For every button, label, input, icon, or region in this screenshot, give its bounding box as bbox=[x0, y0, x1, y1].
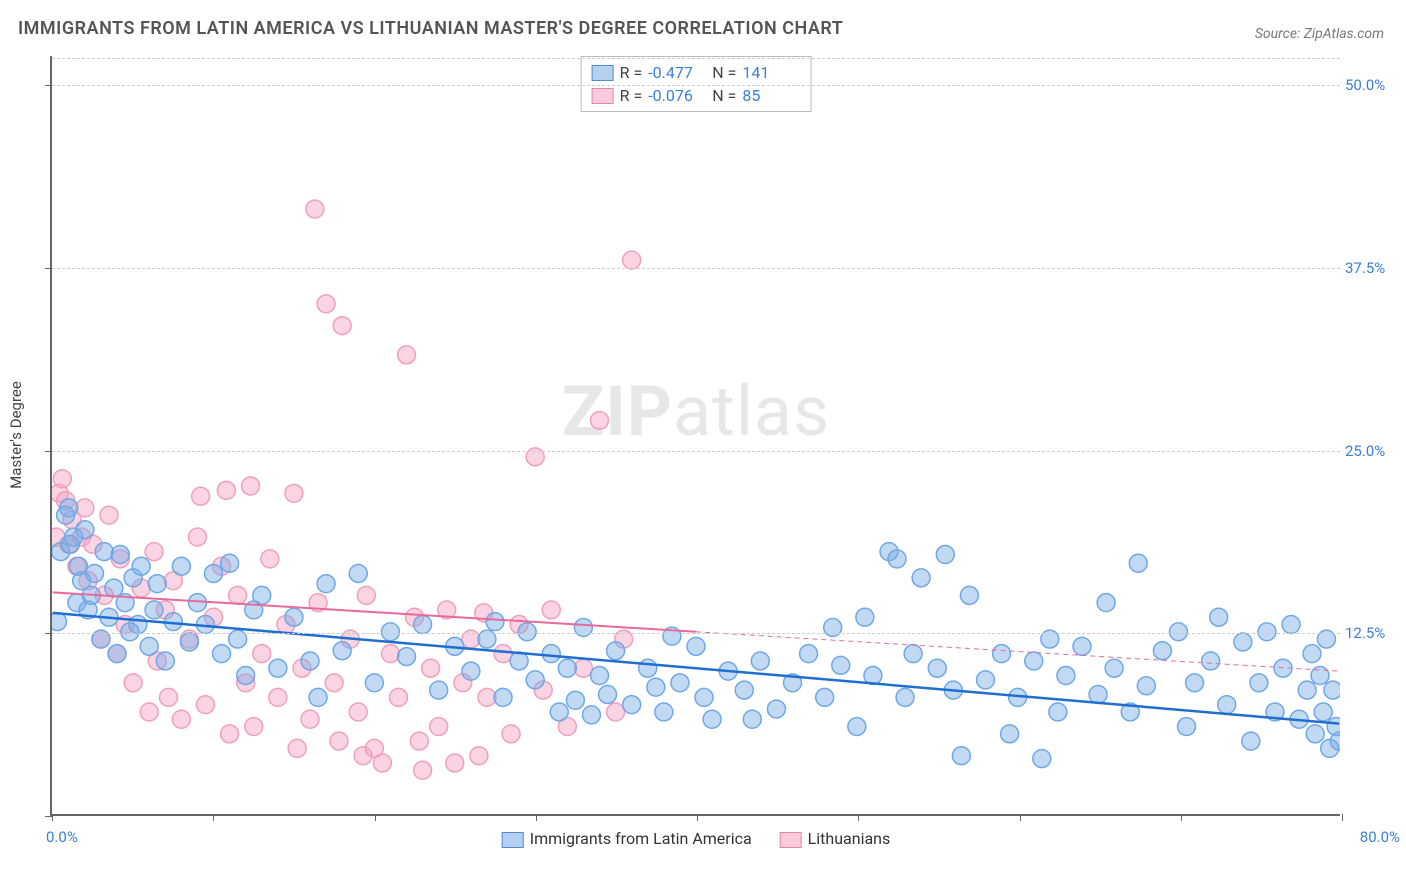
y-tick bbox=[45, 85, 52, 86]
watermark-light: atlas bbox=[673, 371, 830, 453]
legend-n-label: N = bbox=[712, 63, 736, 82]
legend-n-value-lithuanian: 85 bbox=[742, 86, 800, 105]
legend-item-latin: Immigrants from Latin America bbox=[502, 829, 752, 848]
legend-stats-row: R = -0.076 N = 85 bbox=[592, 84, 801, 107]
x-axis-max-label: 80.0% bbox=[1360, 828, 1400, 846]
grid-line bbox=[52, 58, 1340, 59]
legend-swatch-lithuanian bbox=[592, 88, 614, 104]
scatter-svg bbox=[52, 56, 1340, 814]
grid-line bbox=[52, 268, 1340, 269]
x-tick bbox=[375, 814, 376, 821]
y-tick-label: 25.0% bbox=[1345, 442, 1400, 460]
legend-r-value-lithuanian: -0.076 bbox=[648, 86, 706, 105]
legend-swatch-lithuanian bbox=[780, 832, 802, 848]
chart-title: IMMIGRANTS FROM LATIN AMERICA VS LITHUAN… bbox=[18, 18, 843, 39]
legend-swatch-latin bbox=[592, 65, 614, 81]
x-tick bbox=[1342, 814, 1343, 821]
y-tick-label: 12.5% bbox=[1345, 624, 1400, 642]
legend-r-label: R = bbox=[620, 86, 643, 105]
x-tick bbox=[536, 814, 537, 821]
grid-line bbox=[52, 633, 1340, 634]
x-tick bbox=[52, 814, 53, 821]
x-tick bbox=[697, 814, 698, 821]
y-tick bbox=[45, 816, 52, 817]
y-tick-label: 50.0% bbox=[1345, 76, 1400, 94]
legend-r-label: R = bbox=[620, 63, 643, 82]
x-tick bbox=[1020, 814, 1021, 821]
watermark-bold: ZIP bbox=[562, 371, 673, 453]
x-axis-min-label: 0.0% bbox=[46, 828, 78, 846]
legend-stats-row: R = -0.477 N = 141 bbox=[592, 61, 801, 84]
plot-area: Master's Degree ZIPatlas R = -0.477 N = … bbox=[50, 56, 1340, 816]
y-tick-label: 37.5% bbox=[1345, 259, 1400, 277]
legend-r-value-latin: -0.477 bbox=[648, 63, 706, 82]
watermark: ZIPatlas bbox=[562, 371, 830, 453]
y-tick bbox=[45, 268, 52, 269]
y-tick bbox=[45, 633, 52, 634]
legend-n-value-latin: 141 bbox=[742, 63, 800, 82]
x-tick bbox=[213, 814, 214, 821]
y-axis-title: Master's Degree bbox=[7, 381, 25, 489]
x-tick bbox=[858, 814, 859, 821]
legend-series: Immigrants from Latin America Lithuanian… bbox=[502, 829, 891, 848]
legend-stats: R = -0.477 N = 141 R = -0.076 N = 85 bbox=[581, 56, 812, 112]
x-tick bbox=[1181, 814, 1182, 821]
y-tick bbox=[45, 451, 52, 452]
source-label: Source: ZipAtlas.com bbox=[1255, 26, 1384, 42]
legend-label-lithuanian: Lithuanians bbox=[808, 829, 891, 848]
legend-swatch-latin bbox=[502, 832, 524, 848]
legend-n-label: N = bbox=[712, 86, 736, 105]
legend-item-lithuanian: Lithuanians bbox=[780, 829, 891, 848]
legend-label-latin: Immigrants from Latin America bbox=[530, 829, 752, 848]
grid-line bbox=[52, 451, 1340, 452]
grid-line bbox=[52, 85, 1340, 86]
